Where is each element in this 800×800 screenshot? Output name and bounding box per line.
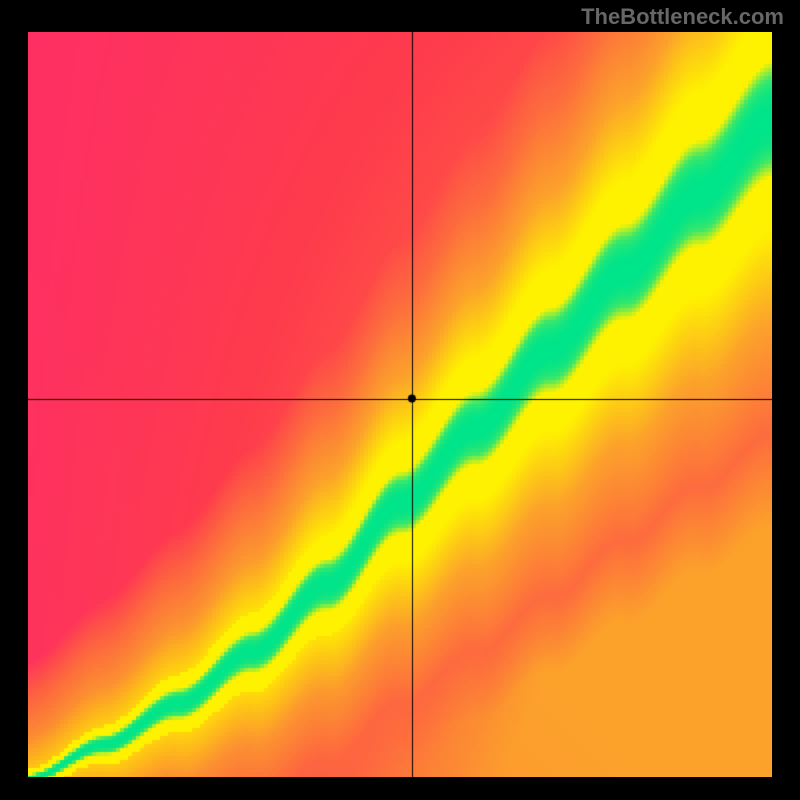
bottleneck-heatmap — [28, 32, 772, 777]
watermark-text: TheBottleneck.com — [581, 4, 784, 30]
chart-container: TheBottleneck.com — [0, 0, 800, 800]
